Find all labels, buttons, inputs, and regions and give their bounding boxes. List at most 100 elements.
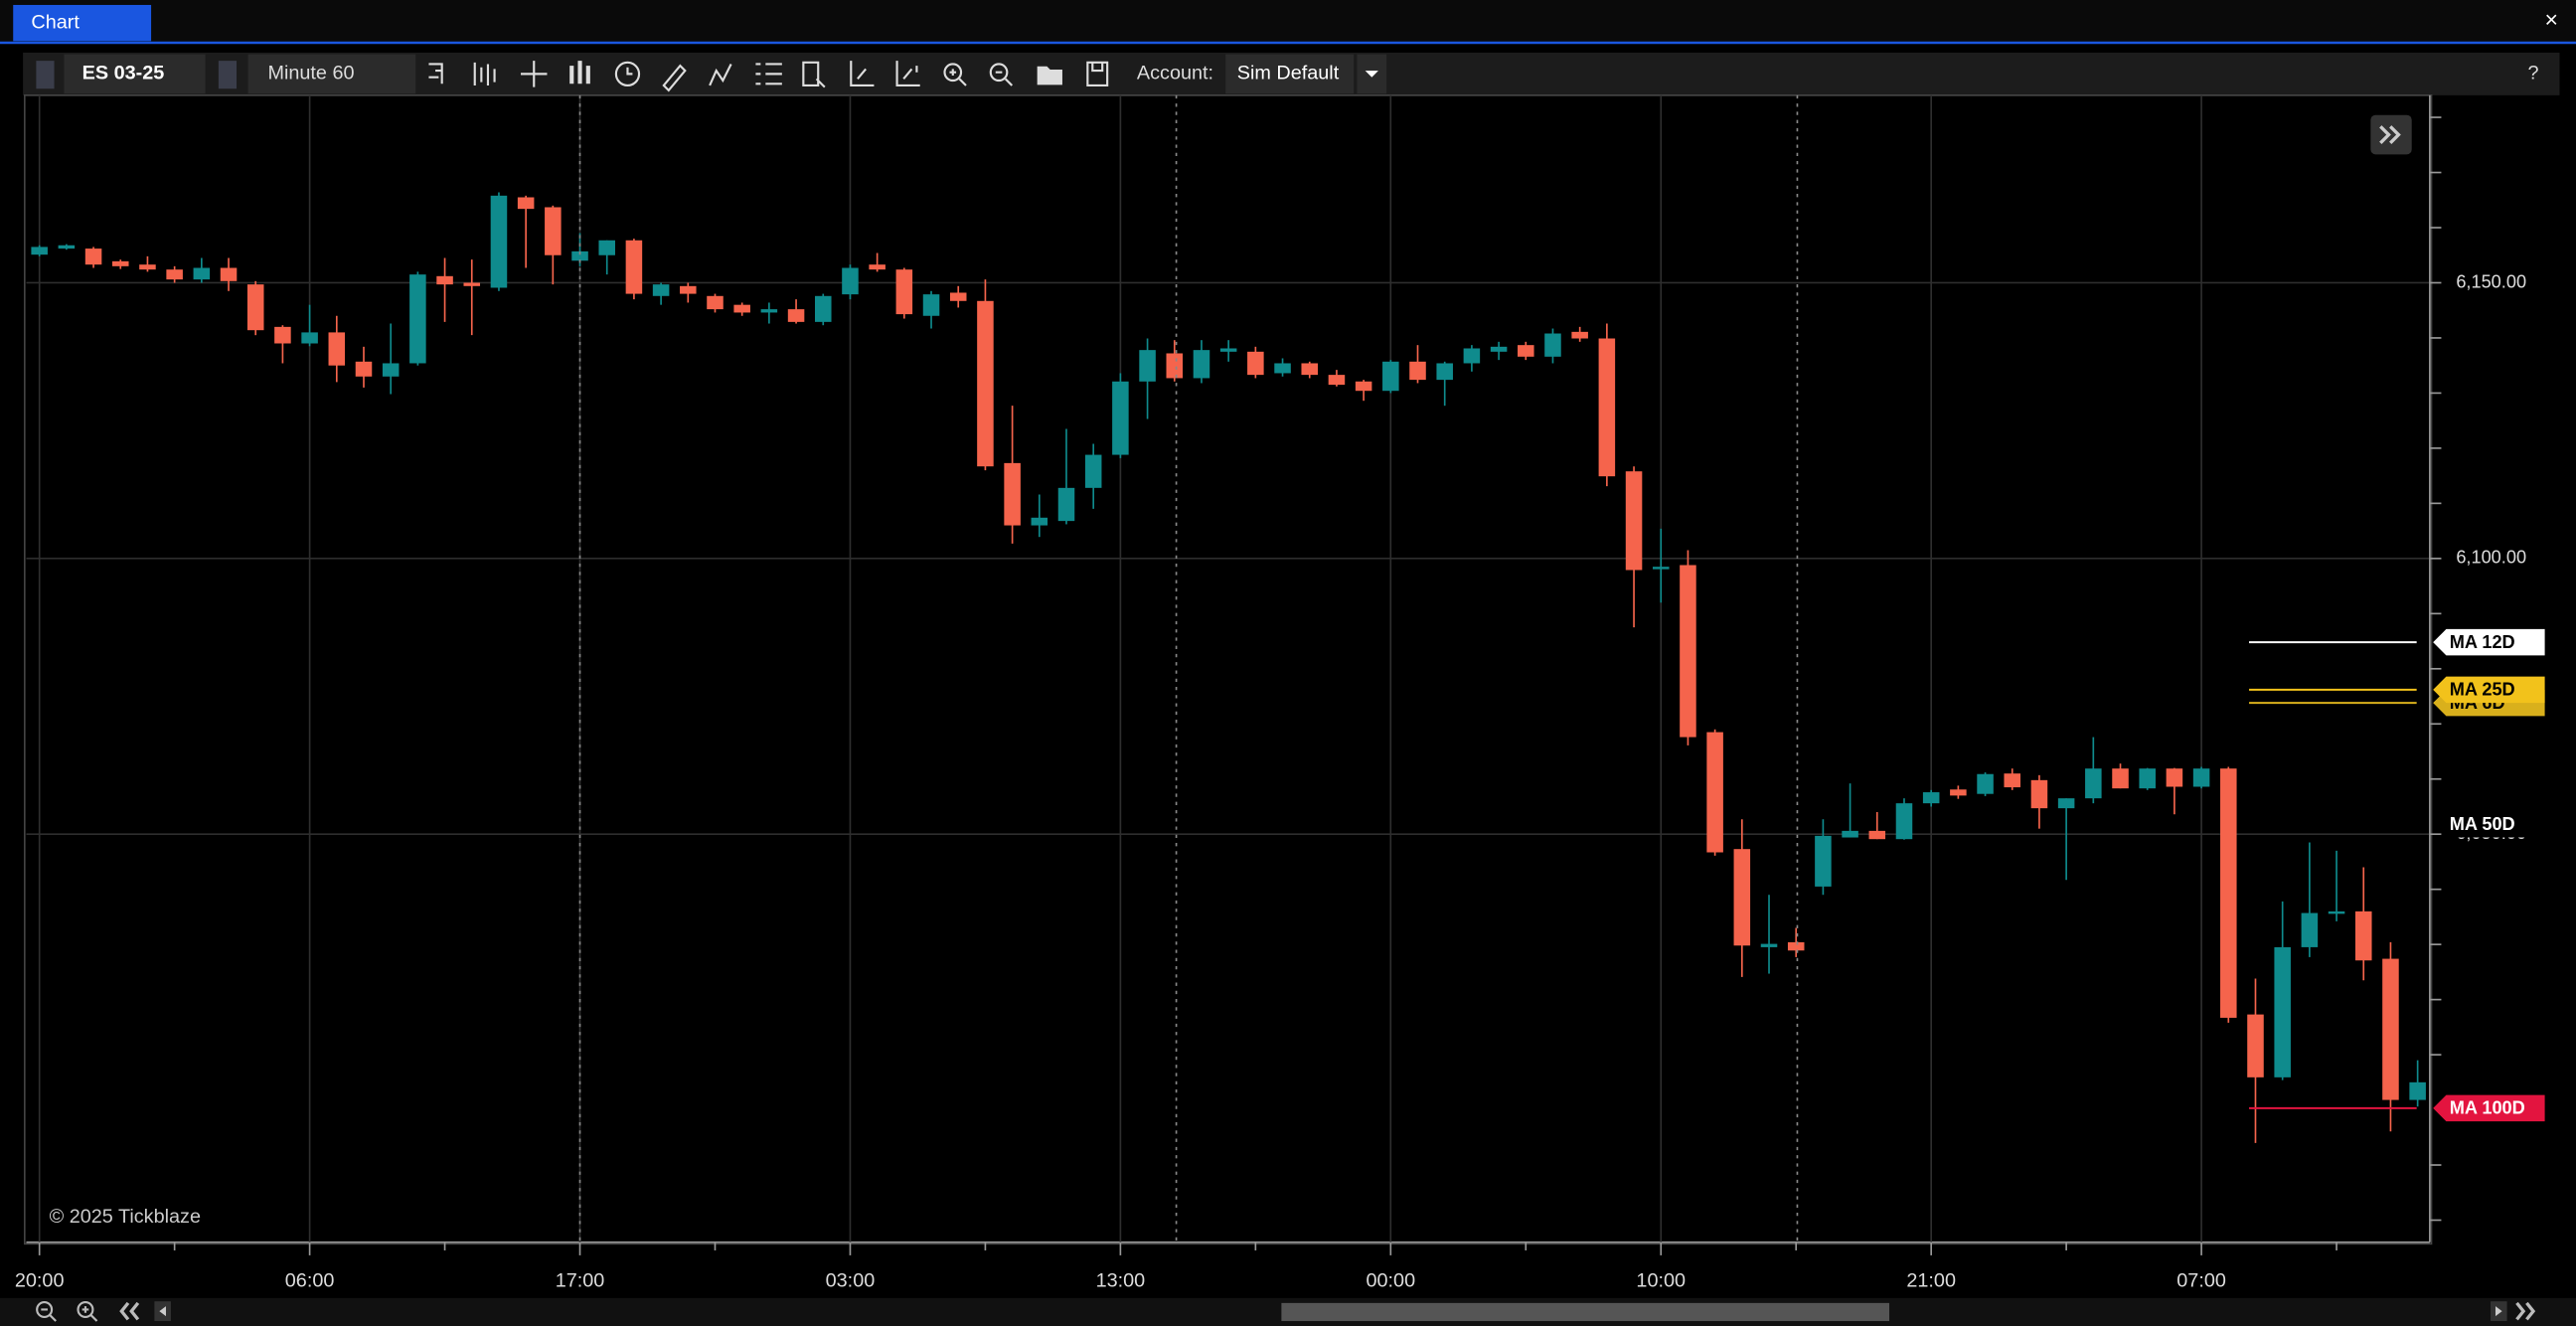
scroll-end[interactable] [2515,1301,2536,1321]
candle-body [2328,911,2345,914]
candle-body [1139,350,1156,382]
candle-body [2382,958,2399,1100]
zoom-out[interactable] [36,1300,54,1318]
icon[interactable] [850,61,875,87]
candle-body [2192,768,2210,787]
copyright: © 2025 Tickblaze [50,1206,201,1228]
candle-body [787,309,805,322]
candle-body [409,274,426,364]
icon-part [995,71,1014,86]
scroll-start[interactable] [119,1301,140,1321]
arrow [159,1306,166,1317]
candle-body [1247,351,1264,376]
icon[interactable] [802,61,826,88]
x-tick-label: 13:00 [1096,1270,1146,1292]
icon[interactable] [709,63,732,86]
candle-body [1490,346,1508,352]
tab-label: Chart [31,11,80,33]
interval-box[interactable] [247,54,416,94]
candle-body [625,240,643,294]
candle-body [977,300,994,467]
x-tick-label: 03:00 [826,1270,876,1292]
candle-body [1760,943,1778,947]
icon[interactable] [614,61,641,87]
symbol-color[interactable] [36,61,55,89]
interval: Minute 60 [267,63,354,84]
candle-body [1571,331,1588,339]
candle-body [1084,454,1102,488]
close-button[interactable]: × [2544,7,2558,33]
scroll-thumb[interactable] [1281,1302,1890,1322]
indicator-tag [2433,628,2545,656]
candle-body [2166,768,2183,787]
candle-body [680,285,697,294]
candle-body [1355,381,1372,392]
interval-color[interactable] [218,61,238,89]
candle-body [328,332,346,366]
arrow [2496,1306,2502,1317]
candle-body [733,304,750,313]
account-box[interactable] [1225,54,1355,94]
candle-body [58,245,76,249]
indicator-tag [2433,676,2545,704]
candle-body [166,269,183,280]
candle-body [84,249,102,265]
candle-body [1652,567,1670,570]
icon[interactable] [428,63,443,84]
icon[interactable] [755,63,782,85]
candle-body [2004,773,2021,788]
candle-body [1842,830,1858,838]
candle-body [1382,361,1399,392]
candle-body [1057,487,1075,522]
candle-body [1733,849,1751,946]
candle-body [1922,792,1940,804]
candle-body [598,240,615,255]
candle-body [301,332,318,344]
symbol: ES 03-25 [82,63,165,84]
icon[interactable] [1037,66,1062,85]
candle-body [1680,565,1696,738]
candle-body [1787,941,1805,951]
candle-body [355,361,373,377]
candle-body [382,363,400,377]
icon[interactable] [473,62,496,85]
candle-body [1544,333,1561,357]
icon[interactable] [569,61,590,84]
candle-body [922,294,940,316]
indicator-label: MA 50D [2450,814,2515,834]
icon[interactable] [1086,61,1109,87]
indicator-label: MA 12D [2450,632,2515,652]
icon[interactable] [662,64,687,92]
expand-button[interactable] [2370,114,2412,155]
candle-body [760,309,778,313]
candle-body [1274,363,1291,374]
x-tick-label: 06:00 [285,1270,335,1292]
candle-body [490,195,508,288]
x-tick-label: 10:00 [1636,1270,1686,1292]
candle-body [2354,911,2372,961]
candle-body [139,264,156,270]
symbol-box[interactable] [64,54,206,94]
icon[interactable] [895,61,920,87]
candle-body [1950,789,1967,796]
candle-body [463,282,481,286]
zoom-in[interactable] [77,1300,94,1318]
candle-body [1518,345,1534,357]
session-separators [578,94,1799,1243]
x-tick-label: 20:00 [15,1270,65,1292]
tab[interactable] [13,4,152,42]
x-tick-label: 21:00 [1906,1270,1956,1292]
icon[interactable] [943,63,963,83]
help-button[interactable]: ? [2528,63,2539,84]
candle-body [31,247,48,255]
candle-body [1436,363,1453,381]
candle-body [571,250,588,261]
expand-icon [2379,125,2401,144]
candle-body [895,269,913,315]
icon[interactable] [521,61,548,87]
candle-body [2057,798,2075,809]
icon[interactable] [989,63,1009,83]
candle-body [1706,732,1723,853]
candle-body [707,295,724,310]
